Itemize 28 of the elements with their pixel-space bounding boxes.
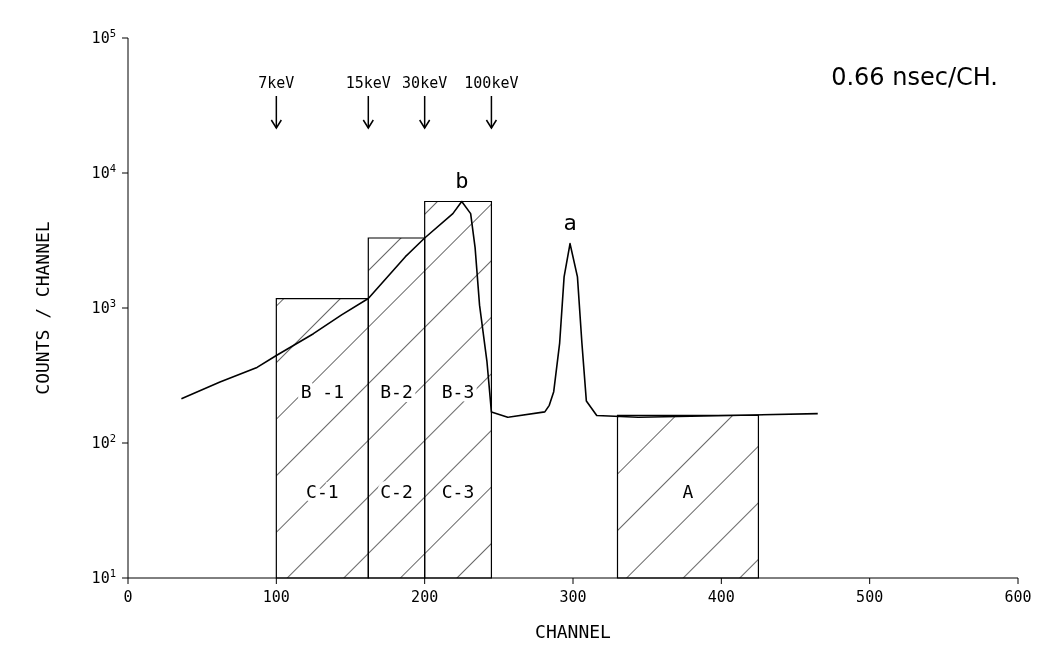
x-axis-title: CHANNEL <box>535 621 612 642</box>
x-tick-label: 500 <box>856 588 884 606</box>
x-tick-label: 300 <box>559 588 587 606</box>
x-tick-label: 600 <box>1004 588 1032 606</box>
band-label: C-2 <box>380 481 413 502</box>
band-label: C-1 <box>306 481 339 502</box>
band-label: A <box>682 481 694 502</box>
annotation: B -1 <box>300 381 344 402</box>
ref-line-label: 15keV <box>345 74 391 92</box>
x-tick-label: 100 <box>262 588 290 606</box>
y-tick-label: 10$^{2}$ <box>91 432 116 452</box>
ref-line-label: 7keV <box>258 74 295 92</box>
annotation: B-2 <box>380 381 413 402</box>
annotation: 0.66 nsec/CH. <box>831 63 998 91</box>
annotation: a <box>563 209 577 235</box>
annotation: b <box>455 167 469 193</box>
y-axis-title: COUNTS / CHANNEL <box>32 221 54 395</box>
x-tick-label: 200 <box>411 588 439 606</box>
y-tick-label: 10$^{1}$ <box>91 567 116 587</box>
x-tick-label: 0 <box>123 588 133 606</box>
y-tick-label: 10$^{4}$ <box>91 162 116 182</box>
y-tick-label: 10$^{3}$ <box>91 297 116 317</box>
band-label: C-3 <box>441 481 475 502</box>
ref-line-label: 30keV <box>402 74 448 92</box>
x-tick-label: 400 <box>707 588 735 606</box>
ref-line-label: 100keV <box>464 74 519 92</box>
y-tick-label: 10$^{5}$ <box>91 27 116 47</box>
annotation: B-3 <box>441 381 475 402</box>
